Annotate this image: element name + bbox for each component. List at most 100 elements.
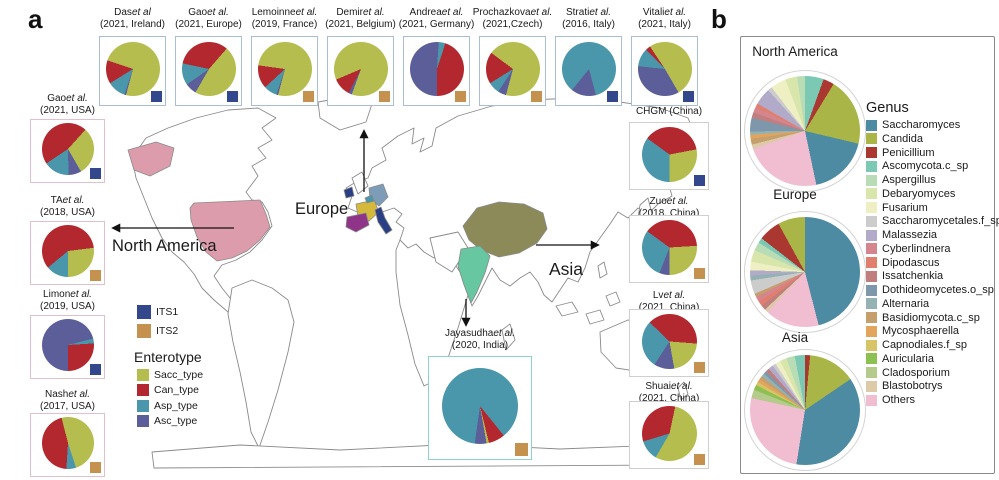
study-title: CHGM (China) bbox=[635, 106, 703, 117]
map-label-north-america: North America bbox=[112, 237, 217, 255]
genus-legend-item: Candida bbox=[866, 133, 923, 145]
its-badge-its2 bbox=[694, 454, 705, 465]
its-badge-its1 bbox=[90, 364, 101, 375]
its-badge-its2 bbox=[515, 443, 528, 456]
genus-swatch bbox=[866, 119, 877, 131]
its-badge-its1 bbox=[694, 175, 705, 186]
enterotype-pie bbox=[41, 123, 94, 175]
genus-legend-item: Saccharomycetales.f_sp bbox=[866, 215, 999, 227]
study-title: Zuoet al. (2018, China) bbox=[638, 196, 700, 219]
genus-label: Others bbox=[882, 394, 916, 406]
enterotype-pie bbox=[641, 219, 697, 275]
enterotype-pie bbox=[561, 42, 616, 96]
region-title: Asia bbox=[781, 330, 809, 345]
genus-legend-title: Genus bbox=[866, 100, 909, 116]
enterotype-swatch bbox=[137, 415, 149, 428]
study-pie-box bbox=[403, 36, 470, 106]
its-badge-its2 bbox=[694, 268, 705, 279]
study-pie-box bbox=[251, 36, 318, 106]
enterotype-label: Asp_type bbox=[154, 399, 198, 412]
genus-label: Ascomycota.c_sp bbox=[882, 160, 969, 173]
its-legend-item: ITS2 bbox=[137, 324, 178, 338]
genus-swatch bbox=[866, 257, 877, 268]
genus-swatch bbox=[866, 325, 877, 337]
study-pie-box bbox=[175, 36, 242, 106]
study-title: Daset al (2021, Ireland) bbox=[99, 7, 166, 30]
enterotype-pie bbox=[257, 42, 312, 96]
study-pie-box bbox=[629, 309, 709, 377]
genus-legend-item: Fusarium bbox=[866, 202, 928, 214]
genus-label: Dipodascus bbox=[882, 256, 940, 269]
region-title: Europe bbox=[773, 187, 817, 202]
enterotype-pie bbox=[641, 313, 697, 369]
genus-swatch bbox=[866, 160, 877, 172]
region-title: North America bbox=[752, 44, 838, 59]
region-pie bbox=[750, 355, 860, 465]
genus-legend-item: Debaryomyces bbox=[866, 188, 955, 200]
genus-swatch bbox=[866, 353, 877, 365]
map-label-europe: Europe bbox=[295, 200, 349, 218]
genus-legend-item: Penicillium bbox=[866, 147, 935, 159]
its-badge-its1 bbox=[607, 91, 618, 102]
panel-b-label: b bbox=[711, 4, 727, 34]
genus-label: Blastobotrys bbox=[882, 380, 943, 393]
genus-label: Saccharomycetales.f_sp bbox=[882, 215, 999, 228]
enterotype-pie bbox=[41, 417, 94, 469]
enterotype-pie bbox=[641, 126, 697, 182]
study-title: Gaoet al. (2021, USA) bbox=[39, 93, 96, 116]
genus-swatch bbox=[866, 202, 877, 213]
genus-legend-item: Aspergillus bbox=[866, 174, 936, 186]
its-badge-its2 bbox=[455, 91, 466, 102]
genus-label: Mycosphaerella bbox=[882, 325, 960, 338]
genus-legend-item: Others bbox=[866, 394, 915, 406]
genus-label: Capnodiales.f_sp bbox=[882, 339, 968, 351]
genus-label: Debaryomyces bbox=[882, 187, 956, 200]
its-badge-its2 bbox=[379, 91, 390, 102]
genus-swatch bbox=[866, 174, 877, 186]
genus-swatch bbox=[866, 380, 877, 392]
study-title: Prochazkovaet al. (2021,Czech) bbox=[472, 7, 553, 30]
enterotype-pie bbox=[333, 42, 388, 96]
country-india bbox=[457, 245, 491, 304]
region-pie-ring bbox=[744, 70, 866, 192]
genus-legend-item: Saccharomyces bbox=[866, 119, 960, 131]
study-pie-box bbox=[30, 119, 105, 183]
its-label: ITS1 bbox=[156, 306, 179, 318]
genus-swatch bbox=[866, 298, 877, 310]
study-pie-box bbox=[428, 356, 532, 460]
genus-swatch bbox=[866, 133, 877, 145]
enterotype-pie bbox=[41, 225, 94, 277]
genus-swatch bbox=[866, 147, 877, 158]
genus-label: Alternaria bbox=[882, 297, 930, 310]
genus-label: Penicillium bbox=[882, 146, 935, 159]
enterotype-swatch bbox=[137, 369, 149, 381]
study-pie-box bbox=[30, 221, 105, 285]
enterotype-label: Can_type bbox=[154, 384, 199, 397]
genus-label: Malassezia bbox=[882, 229, 938, 241]
genus-legend-item: Cladosporium bbox=[866, 367, 950, 379]
genus-swatch bbox=[866, 312, 877, 323]
enterotype-pie bbox=[105, 42, 160, 96]
genus-label: Basidiomycota.c_sp bbox=[882, 311, 980, 324]
enterotype-pie bbox=[641, 405, 697, 461]
study-title: Lvet al. (2021, China) bbox=[638, 290, 700, 313]
study-pie-box bbox=[479, 36, 546, 106]
study-pie-box bbox=[327, 36, 394, 106]
study-title: Nashet al. (2017, USA) bbox=[39, 389, 96, 412]
genus-label: Cladosporium bbox=[882, 366, 950, 379]
continent-south-america bbox=[227, 279, 295, 449]
enterotype-label: Asc_type bbox=[154, 415, 198, 428]
enterotype-swatch bbox=[137, 399, 149, 412]
study-title: Gaoet al. (2021, Europe) bbox=[175, 7, 242, 30]
genus-swatch bbox=[866, 270, 877, 282]
its-badge-its2 bbox=[694, 362, 705, 373]
genus-legend-item: Cyberlindnera bbox=[866, 243, 950, 255]
region-pie-ring bbox=[744, 211, 866, 333]
enterotype-pie bbox=[41, 319, 94, 371]
country-ireland bbox=[343, 186, 355, 199]
its-badge-its1 bbox=[683, 91, 694, 102]
genus-swatch bbox=[866, 229, 877, 241]
genus-legend-item: Dothideomycetes.o_sp bbox=[866, 284, 994, 296]
its-badge-its2 bbox=[90, 462, 101, 473]
